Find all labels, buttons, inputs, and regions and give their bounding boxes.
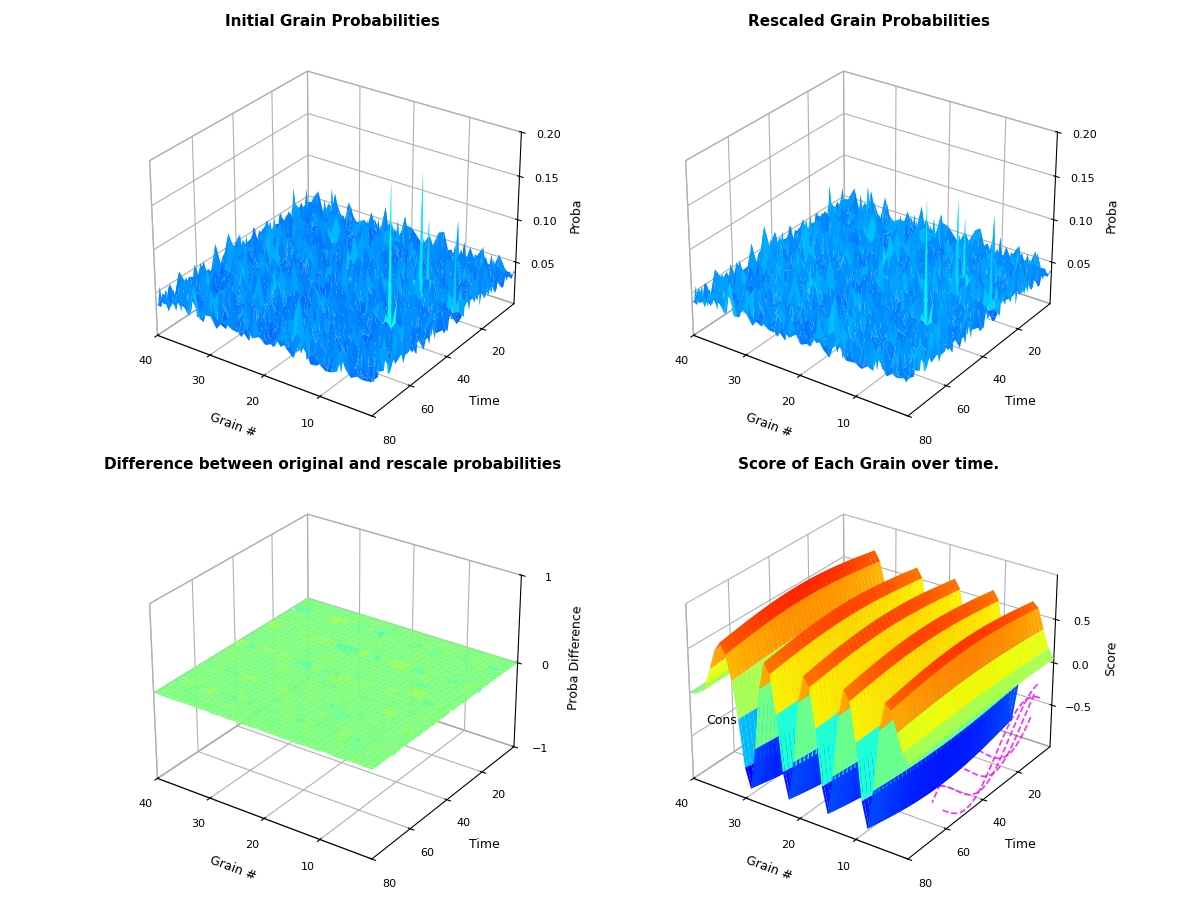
Text: Cons: Cons: [706, 714, 737, 726]
X-axis label: Grain #: Grain #: [208, 411, 258, 440]
Title: Initial Grain Probabilities: Initial Grain Probabilities: [225, 14, 440, 29]
X-axis label: Grain #: Grain #: [745, 411, 794, 440]
Y-axis label: Time: Time: [1005, 395, 1036, 408]
Y-axis label: Time: Time: [470, 838, 500, 851]
Title: Difference between original and rescale probabilities: Difference between original and rescale …: [103, 457, 561, 472]
X-axis label: Grain #: Grain #: [208, 854, 258, 883]
Y-axis label: Time: Time: [1005, 838, 1036, 851]
Title: Rescaled Grain Probabilities: Rescaled Grain Probabilities: [747, 14, 990, 29]
Title: Score of Each Grain over time.: Score of Each Grain over time.: [737, 457, 999, 472]
X-axis label: Grain #: Grain #: [745, 854, 794, 883]
Y-axis label: Time: Time: [470, 395, 500, 408]
